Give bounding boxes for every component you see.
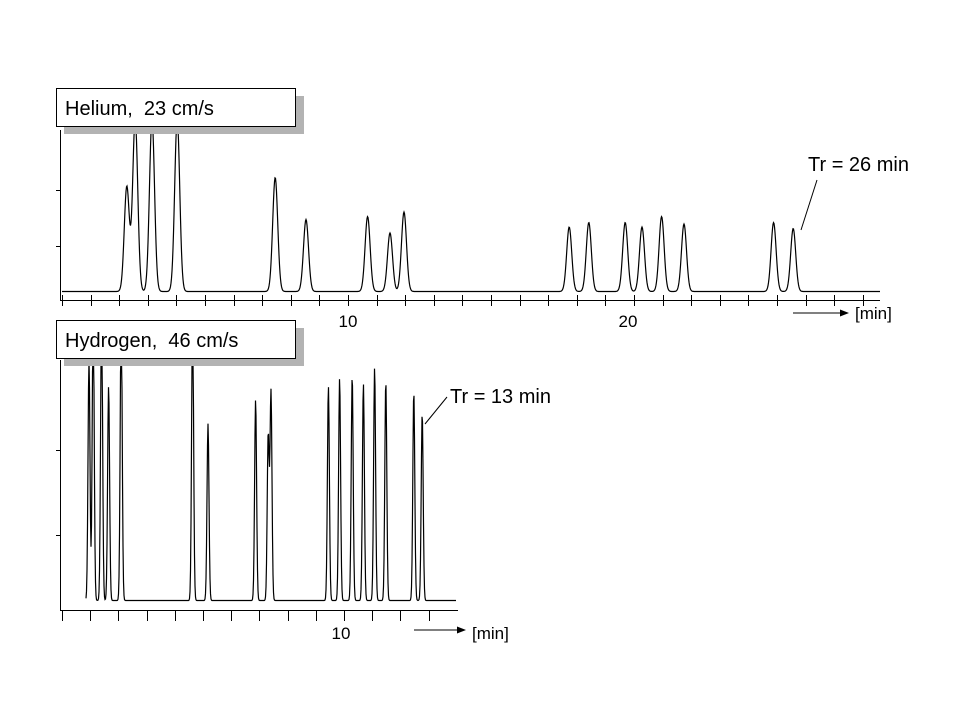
helium-time-arrow-head xyxy=(840,309,849,317)
helium-x-ticks xyxy=(62,295,864,306)
hydrogen-x-tick-label-10: 10 xyxy=(332,624,351,643)
hydrogen-time-arrow-head xyxy=(457,626,466,634)
helium-tr-annotation: Tr = 26 min xyxy=(808,154,909,176)
helium-panel: 10 20 [min] Tr = 26 min Helium, 23 cm/s xyxy=(56,88,909,331)
hydrogen-tr-annotation: Tr = 13 min xyxy=(450,386,551,408)
helium-x-tick-label-10: 10 xyxy=(339,312,358,331)
hydrogen-label-box xyxy=(56,320,296,359)
hydrogen-x-axis-unit: [min] xyxy=(472,624,509,643)
hydrogen-title: Hydrogen, 46 cm/s xyxy=(65,330,238,352)
helium-x-tick-label-20: 20 xyxy=(619,312,638,331)
helium-annotation-leader xyxy=(800,179,818,231)
helium-title: Helium, 23 cm/s xyxy=(65,98,214,120)
helium-x-axis-unit: [min] xyxy=(855,304,892,323)
hydrogen-panel: 10 [min] Tr = 13 min Hydrogen, 46 cm/s xyxy=(56,320,551,643)
hydrogen-x-ticks xyxy=(62,610,430,621)
hydrogen-chromatogram-trace xyxy=(85,359,456,602)
hydrogen-annotation-leader xyxy=(424,396,448,425)
helium-chromatogram-trace xyxy=(62,127,880,293)
helium-label-box xyxy=(56,88,296,127)
